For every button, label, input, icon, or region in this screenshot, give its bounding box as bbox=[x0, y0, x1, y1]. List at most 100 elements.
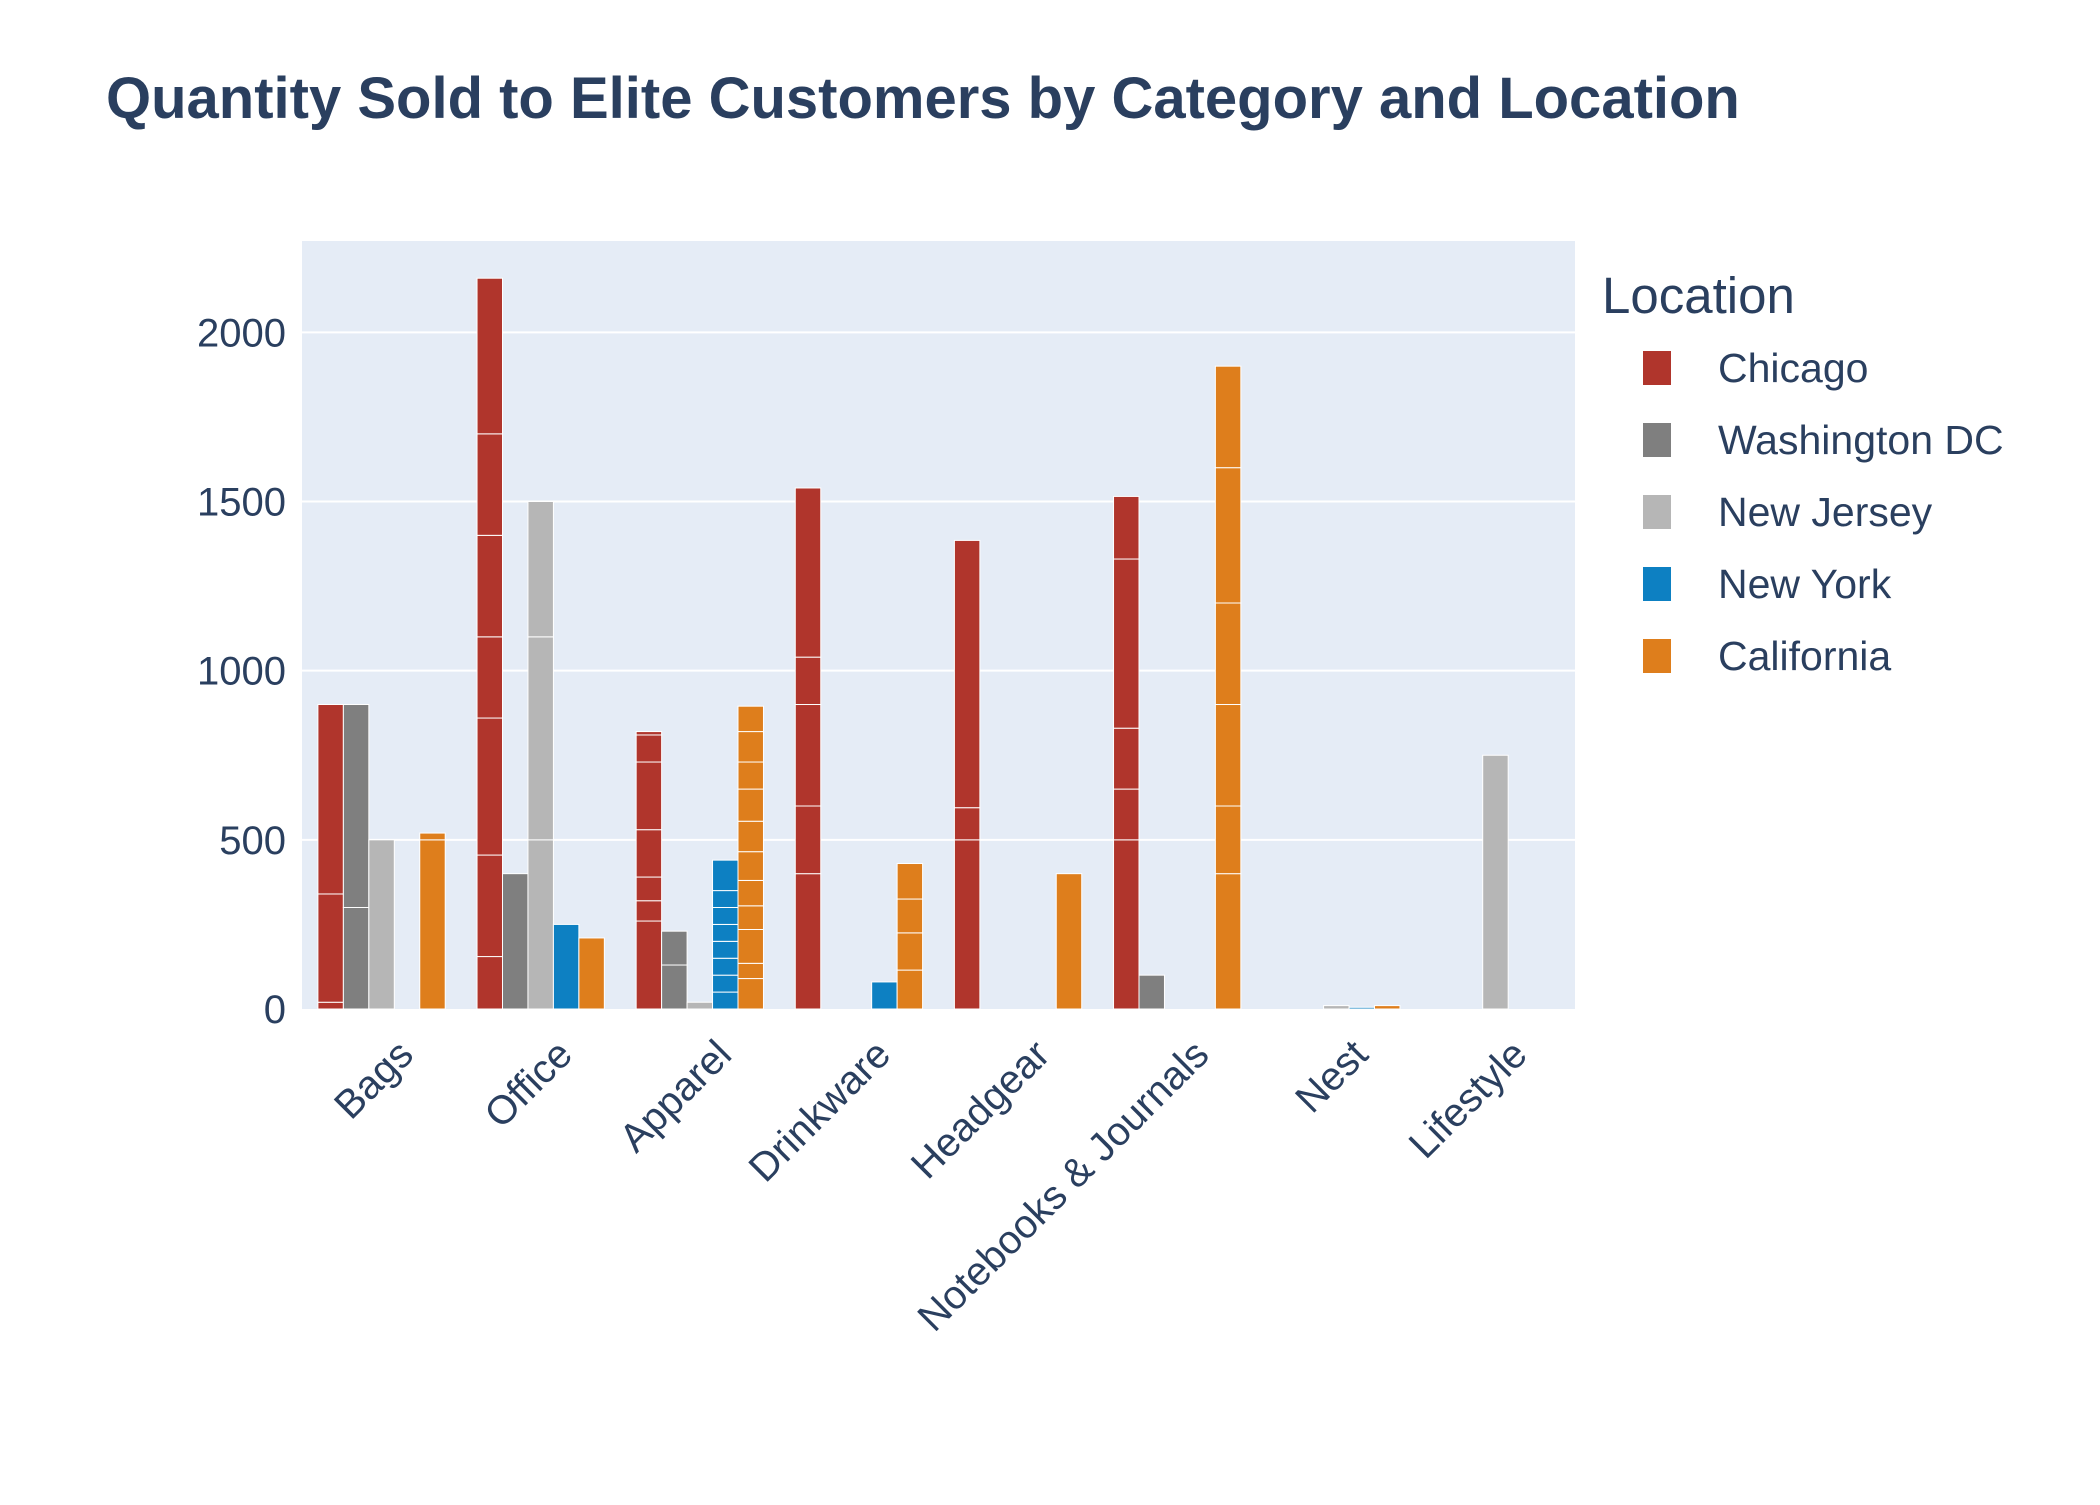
bar-segment[interactable] bbox=[476, 854, 503, 958]
bar-segment[interactable] bbox=[712, 923, 739, 942]
bar-segment[interactable] bbox=[1113, 839, 1140, 1010]
bar-segment[interactable] bbox=[342, 704, 370, 909]
bar-segment[interactable] bbox=[527, 839, 554, 1010]
bar-segment[interactable] bbox=[476, 717, 503, 856]
x-tick-label: Drinkware bbox=[741, 1032, 899, 1190]
bar-segment[interactable] bbox=[635, 761, 663, 831]
bar-segment[interactable] bbox=[527, 501, 554, 638]
legend-item-label[interactable]: Washington DC bbox=[1718, 417, 2004, 463]
bar-segment[interactable] bbox=[578, 937, 605, 1010]
bar-segment[interactable] bbox=[476, 277, 503, 435]
bar-segment[interactable] bbox=[317, 704, 344, 895]
bar-segment[interactable] bbox=[794, 704, 822, 807]
bar-segment[interactable] bbox=[635, 829, 663, 878]
bar-segment[interactable] bbox=[476, 534, 503, 638]
bar-segment[interactable] bbox=[712, 991, 739, 1010]
bar-segment[interactable] bbox=[1348, 1006, 1376, 1010]
bar-segment[interactable] bbox=[635, 920, 663, 1010]
legend-item-label[interactable]: California bbox=[1718, 633, 1891, 679]
bar-segment[interactable] bbox=[317, 1001, 344, 1010]
bar-segment[interactable] bbox=[737, 879, 764, 907]
bar-segment[interactable] bbox=[737, 851, 764, 881]
bar-segment[interactable] bbox=[476, 433, 503, 536]
x-tick-label: Lifestyle bbox=[1401, 1032, 1536, 1167]
bar-segment[interactable] bbox=[712, 957, 739, 976]
bar-segment[interactable] bbox=[794, 873, 822, 1010]
bar-segment[interactable] bbox=[737, 962, 764, 980]
bar-segment[interactable] bbox=[953, 807, 981, 841]
legend-swatch[interactable] bbox=[1643, 567, 1671, 601]
bar-segment[interactable] bbox=[342, 907, 370, 1010]
bar-segment[interactable] bbox=[419, 832, 446, 841]
bar-segment[interactable] bbox=[737, 905, 764, 930]
x-tick-label: Apparel bbox=[611, 1032, 740, 1161]
bar-segment[interactable] bbox=[661, 964, 688, 1010]
bar-segment[interactable] bbox=[1374, 1005, 1401, 1010]
x-tick-label: Bags bbox=[326, 1032, 422, 1128]
legend-item-label[interactable]: New Jersey bbox=[1718, 489, 1933, 535]
bar-segment[interactable] bbox=[552, 923, 580, 1010]
plot-area: 0 500 1000 1500 2000 Bags Office Apparel Drinkwa… bbox=[197, 241, 1575, 1340]
bar-segment[interactable] bbox=[686, 1001, 714, 1010]
bar-segment[interactable] bbox=[794, 487, 822, 658]
bar-segment[interactable] bbox=[871, 981, 898, 1010]
legend-title: Location bbox=[1602, 267, 1795, 324]
bar-segment[interactable] bbox=[1323, 1005, 1350, 1010]
bar-segment[interactable] bbox=[712, 890, 739, 909]
legend-item-label[interactable]: Chicago bbox=[1718, 345, 1868, 391]
bar-segment[interactable] bbox=[737, 731, 764, 763]
bar-segment[interactable] bbox=[712, 974, 739, 993]
legend-swatch[interactable] bbox=[1643, 351, 1671, 385]
bar-segment[interactable] bbox=[419, 839, 446, 1010]
bar-segment[interactable] bbox=[953, 539, 981, 809]
bar-segment[interactable] bbox=[896, 863, 924, 900]
bar-segment[interactable] bbox=[368, 839, 395, 1010]
bar-segment[interactable] bbox=[737, 788, 764, 822]
bar-segment[interactable] bbox=[1113, 558, 1140, 729]
bar-segment[interactable] bbox=[635, 876, 663, 902]
bar-segment[interactable] bbox=[661, 930, 688, 966]
bar-segment[interactable] bbox=[635, 900, 663, 922]
bar-segment[interactable] bbox=[1113, 495, 1140, 560]
bar-segment[interactable] bbox=[1214, 873, 1242, 1010]
chart-title: Quantity Sold to Elite Customers by Cate… bbox=[106, 66, 1740, 131]
bar-segment[interactable] bbox=[635, 731, 663, 736]
y-tick-label: 1000 bbox=[197, 650, 286, 694]
bar-segment[interactable] bbox=[896, 969, 924, 1010]
bar-segment[interactable] bbox=[317, 893, 344, 1003]
bar-segment[interactable] bbox=[712, 859, 739, 892]
bar-segment[interactable] bbox=[527, 636, 554, 841]
bar-segment[interactable] bbox=[1214, 365, 1242, 469]
legend-swatch[interactable] bbox=[1643, 423, 1671, 457]
bar-segment[interactable] bbox=[737, 820, 764, 853]
bar-segment[interactable] bbox=[476, 636, 503, 719]
bar-segment[interactable] bbox=[501, 873, 529, 1010]
bar-segment[interactable] bbox=[1214, 602, 1242, 706]
bar-segment[interactable] bbox=[737, 705, 764, 733]
bar-segment[interactable] bbox=[896, 898, 924, 934]
bar-segment[interactable] bbox=[1113, 727, 1140, 790]
bar-segment[interactable] bbox=[1214, 704, 1242, 807]
bar-segment[interactable] bbox=[953, 839, 981, 1010]
bar-segment[interactable] bbox=[1138, 974, 1165, 1010]
bar-segment[interactable] bbox=[794, 656, 822, 706]
legend-item-label[interactable]: New York bbox=[1718, 561, 1892, 607]
legend-swatch[interactable] bbox=[1643, 639, 1671, 673]
legend-swatch[interactable] bbox=[1643, 495, 1671, 529]
y-tick-label: 1500 bbox=[197, 481, 286, 525]
bar-segment[interactable] bbox=[794, 805, 822, 875]
bar-segment[interactable] bbox=[476, 956, 503, 1010]
bar-segment[interactable] bbox=[1214, 805, 1242, 875]
bar-segment[interactable] bbox=[896, 932, 924, 971]
bar-segment[interactable] bbox=[737, 978, 764, 1010]
bar-segment[interactable] bbox=[712, 940, 739, 959]
bar-segment[interactable] bbox=[635, 734, 663, 763]
bar-segment[interactable] bbox=[712, 907, 739, 925]
bar-segment[interactable] bbox=[1055, 873, 1083, 1010]
bar-segment[interactable] bbox=[737, 761, 764, 790]
bar-segment[interactable] bbox=[1214, 467, 1242, 604]
bar-segment[interactable] bbox=[1113, 788, 1140, 841]
bar-segment[interactable] bbox=[1482, 754, 1509, 1010]
bar-segment[interactable] bbox=[737, 928, 764, 964]
